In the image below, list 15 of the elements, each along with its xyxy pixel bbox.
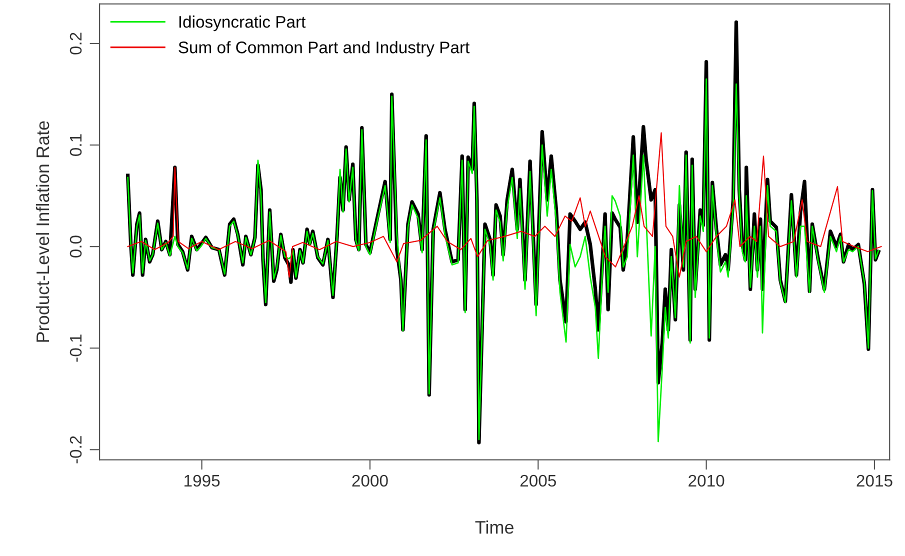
x-tick-label: 2010 [688,474,724,487]
y-axis-title: Product-Level Inflation Rate [36,121,50,342]
y-tick-label: -0.1 [70,334,82,362]
x-axis-title: Time [475,520,514,534]
line-series [127,132,882,278]
x-tick-label: 1995 [184,474,220,487]
x-tick-label: 2015 [856,474,892,487]
y-tick-label: 0.0 [70,236,82,258]
y-tick-label: -0.2 [70,436,82,464]
y-tick-label: 0.2 [70,32,82,54]
x-tick-label: 2000 [352,474,388,487]
x-tick-label: 2005 [520,474,556,487]
y-tick-label: 0.1 [70,134,82,156]
legend-label: Idiosyncratic Part [179,16,306,32]
legend-label: Sum of Common Part and Industry Part [178,41,470,57]
